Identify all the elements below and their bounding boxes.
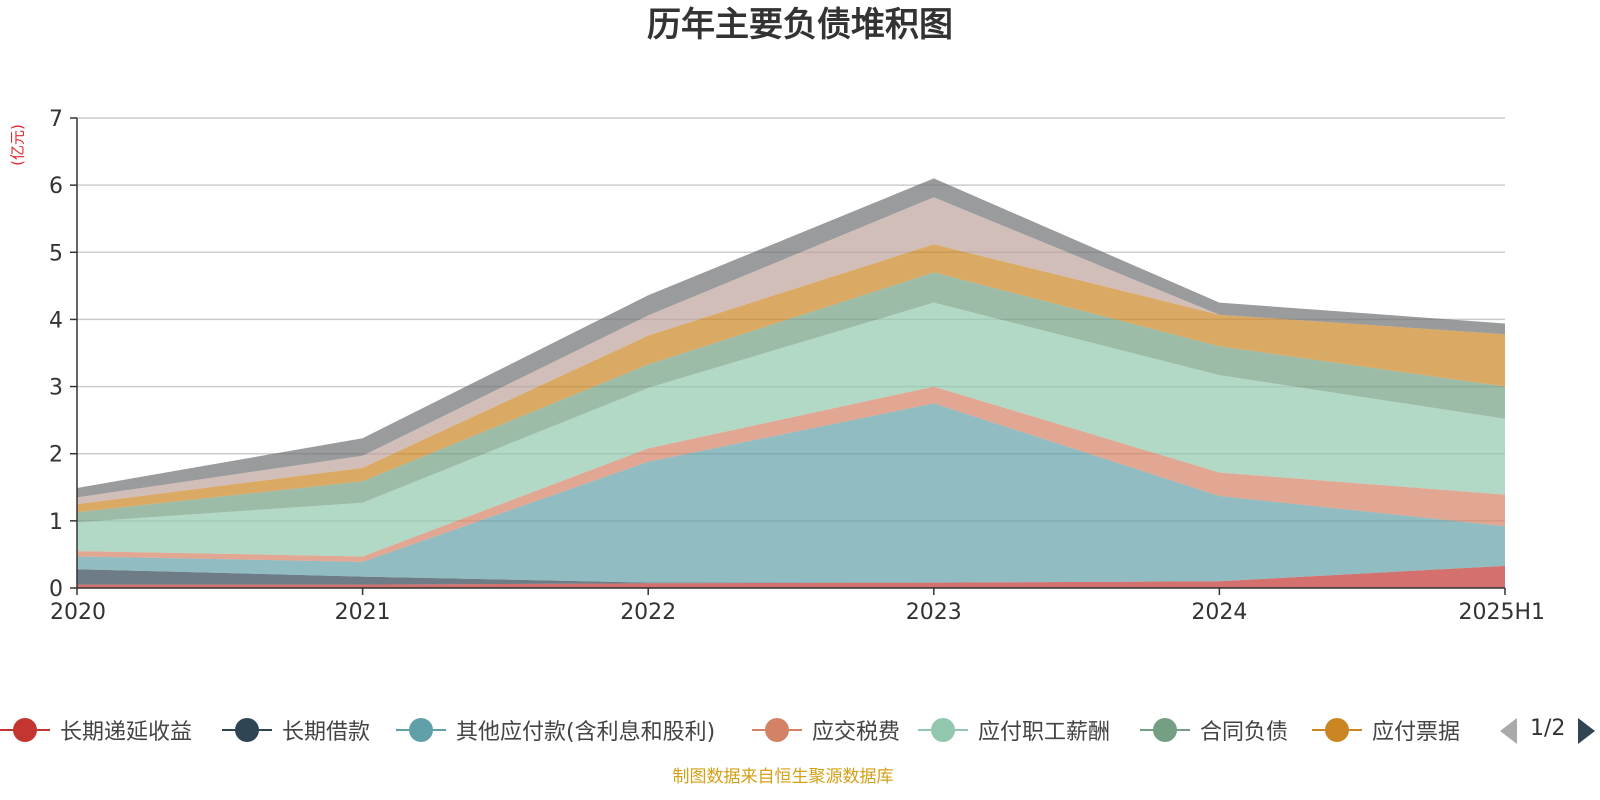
legend-item-3[interactable]: 应交税费: [752, 710, 900, 750]
x-tick-label: 2023: [906, 600, 962, 625]
y-tick-label: 3: [49, 376, 63, 401]
x-tick-label: 2025H1: [1458, 600, 1545, 625]
legend-symbol: [1140, 710, 1190, 750]
legend-dot: [235, 718, 259, 742]
legend-label: 合同负债: [1200, 720, 1289, 745]
area-series-8: [77, 178, 1505, 498]
legend-label: 应付职工薪酬: [978, 720, 1111, 745]
area-series-3: [77, 386, 1505, 562]
legend-label: 长期递延收益: [60, 720, 193, 745]
legend-symbol: [752, 710, 802, 750]
area-series-5: [77, 272, 1505, 523]
legend-item-5[interactable]: 合同负债: [1140, 710, 1288, 750]
area-series-7: [77, 197, 1505, 505]
legend-dot: [765, 718, 789, 742]
area-series-2: [77, 403, 1505, 583]
area-series-6: [77, 244, 1505, 513]
x-tick-label: 2020: [50, 600, 106, 625]
legend-dot: [1153, 718, 1177, 742]
data-source-note: 制图数据来自恒生聚源数据库: [672, 767, 894, 787]
legend-symbol: [1312, 710, 1362, 750]
chart-legend: 长期递延收益 长期借款 其他应付款(含利息和股利) 应交税费 应付职工薪酬 合同负债 应付票…: [0, 710, 1600, 750]
x-tick-label: 2022: [620, 600, 676, 625]
legend-dot: [1325, 718, 1349, 742]
legend-item-4[interactable]: 应付职工薪酬: [918, 710, 1110, 750]
legend-items-viewport: 长期递延收益 长期借款 其他应付款(含利息和股利) 应交税费 应付职工薪酬 合同负债 应付票…: [0, 710, 1475, 750]
area-series-1: [77, 565, 1505, 585]
x-tick-label: 2024: [1191, 600, 1247, 625]
y-tick-label: 4: [49, 308, 63, 333]
legend-symbol: [222, 710, 272, 750]
legend-dot: [409, 718, 433, 742]
x-tick-label: 2021: [335, 600, 391, 625]
legend-label: 其他应付款(含利息和股利): [456, 720, 716, 745]
y-tick-label: 7: [49, 107, 63, 132]
legend-pager: 1/2: [1500, 710, 1600, 750]
area-series-4: [77, 302, 1505, 557]
legend-symbol: [396, 710, 446, 750]
legend-symbol: [0, 710, 50, 750]
stacked-area-chart: 0 1 2 3 4 5 6 7 2020 2021 2022 2023 2024 2025H1: [49, 107, 1545, 625]
area-series-0: [77, 565, 1505, 588]
legend-page-indicator: 1/2: [1530, 716, 1566, 741]
y-tick-label: 2: [49, 443, 63, 468]
legend-label: 应付票据: [1372, 720, 1461, 745]
legend-item-2[interactable]: 其他应付款(含利息和股利): [396, 710, 715, 750]
legend-label: 长期借款: [282, 720, 371, 745]
y-tick-label: 5: [49, 241, 63, 266]
y-tick-label: 0: [49, 577, 63, 602]
legend-label: 应交税费: [812, 720, 901, 745]
legend-item-0[interactable]: 长期递延收益: [0, 710, 192, 750]
y-tick-label: 6: [49, 174, 63, 199]
legend-item-6[interactable]: 应付票据: [1312, 710, 1460, 750]
legend-symbol: [918, 710, 968, 750]
legend-next-page-icon[interactable]: [1578, 718, 1595, 744]
chart-title: 历年主要负债堆积图: [647, 5, 953, 45]
legend-dot: [13, 718, 37, 742]
legend-dot: [931, 718, 955, 742]
legend-prev-page-icon[interactable]: [1500, 718, 1517, 744]
legend-item-1[interactable]: 长期借款: [222, 710, 370, 750]
y-tick-label: 1: [49, 510, 63, 535]
